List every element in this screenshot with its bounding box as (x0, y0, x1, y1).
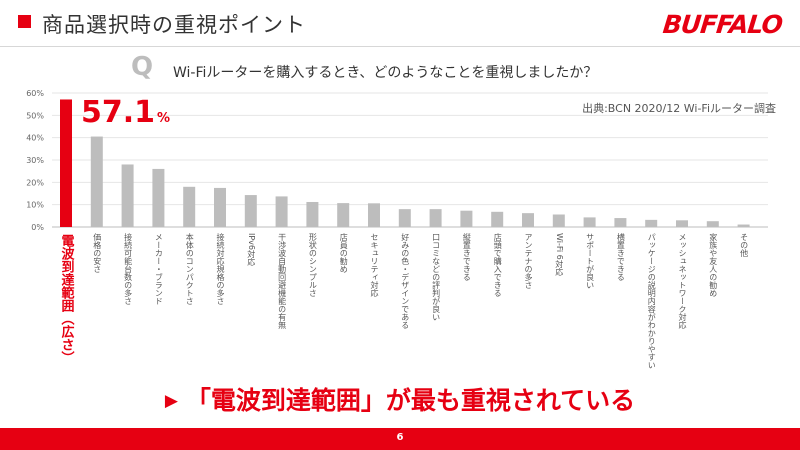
x-category-label: 電波到達範囲（広さ） (58, 234, 74, 364)
y-tick-label: 40% (26, 134, 44, 143)
bar (614, 218, 627, 227)
x-category-label: 形状のシンプルさ (308, 233, 318, 297)
x-category-label: 価格の安さ (92, 233, 102, 273)
x-category-label: 好みの色・デザインである (400, 233, 410, 329)
bar (306, 201, 319, 227)
bar (244, 195, 257, 227)
bar (522, 213, 534, 227)
bar (706, 221, 719, 227)
y-tick-label: 30% (26, 156, 44, 165)
title-square-icon (18, 15, 31, 28)
x-category-label: アンテナの多さ (524, 233, 533, 289)
bar (275, 196, 288, 227)
bar (214, 187, 226, 227)
highlight-unit: % (157, 111, 171, 126)
bar (121, 164, 134, 227)
highlight-number: 57.1 (81, 95, 156, 130)
bar-chart: 0% 10% 20% 30% 40% 50% 60% (26, 89, 768, 232)
x-category-label: 横置きできる (616, 233, 626, 281)
x-category-label: 店頭で購入できる (493, 233, 503, 297)
x-category-label: パッケージの説明内容がわかりやすい (647, 233, 657, 369)
bar (552, 214, 565, 227)
x-category-label: 接続対応規格の多さ (216, 233, 225, 305)
page-title: 商品選択時の重視ポイント (42, 13, 306, 37)
x-category-label: 縦置きできる (462, 233, 472, 281)
survey-question: Wi-Fiルーターを購入するとき、どのようなことを重視しましたか？ (173, 65, 598, 81)
bar (645, 219, 658, 227)
bar (183, 186, 196, 227)
x-category-label: Wi-Fi 6対応 (554, 233, 564, 276)
x-category-label: その他 (739, 233, 749, 257)
bar (583, 217, 596, 227)
source-note: 出典:BCN 2020/12 Wi-Fiルーター調査 (582, 102, 776, 115)
bar (737, 224, 750, 227)
x-category-label: 店員の勧め (339, 233, 349, 273)
x-category-label: 干渉波自動回避機能の有無 (277, 233, 287, 329)
y-tick-label: 20% (26, 178, 44, 187)
triangle-arrow-icon: ▶ (164, 391, 178, 411)
bar (152, 168, 165, 227)
conclusion-text: 「電波到達範囲」が最も重視されている (185, 386, 636, 415)
brand-logo: BUFFALO (661, 10, 784, 39)
x-category-label: メーカー・ブランド (154, 233, 164, 305)
bar (491, 211, 504, 227)
y-tick-label: 50% (26, 111, 44, 120)
y-tick-label: 0% (31, 223, 44, 232)
page-header: 商品選択時の重視ポイント BUFFALO (0, 0, 800, 50)
bar (337, 203, 350, 227)
bar (676, 220, 688, 227)
y-tick-label: 60% (26, 89, 44, 98)
x-category-label: メッシュネットワーク対応 (678, 233, 687, 329)
question-mark-icon: Q (131, 52, 154, 82)
x-category-label: IPv6対応 (246, 233, 256, 267)
conclusion-banner: ▶ 「電波到達範囲」が最も重視されている (0, 381, 800, 417)
bar (368, 203, 380, 227)
bar (90, 136, 103, 227)
page-number: 6 (396, 432, 404, 443)
footer-bar (0, 428, 800, 450)
x-category-label: セキュリティ対応 (370, 233, 379, 297)
bar (398, 209, 411, 227)
y-tick-label: 10% (26, 201, 44, 210)
x-category-label: 本体のコンパクトさ (185, 233, 195, 305)
bar (460, 210, 473, 227)
x-category-label: 家族や友人の勧め (708, 233, 718, 297)
x-category-label: 接続可能台数の多さ (123, 233, 133, 305)
header-divider (0, 46, 800, 47)
highlight-value: 57.1% (81, 95, 170, 130)
x-category-label: 口コミなどの評判が良い (431, 233, 441, 321)
bar-highlight (60, 99, 72, 227)
bar (429, 209, 442, 227)
x-category-label: サポートが良い (585, 233, 595, 289)
